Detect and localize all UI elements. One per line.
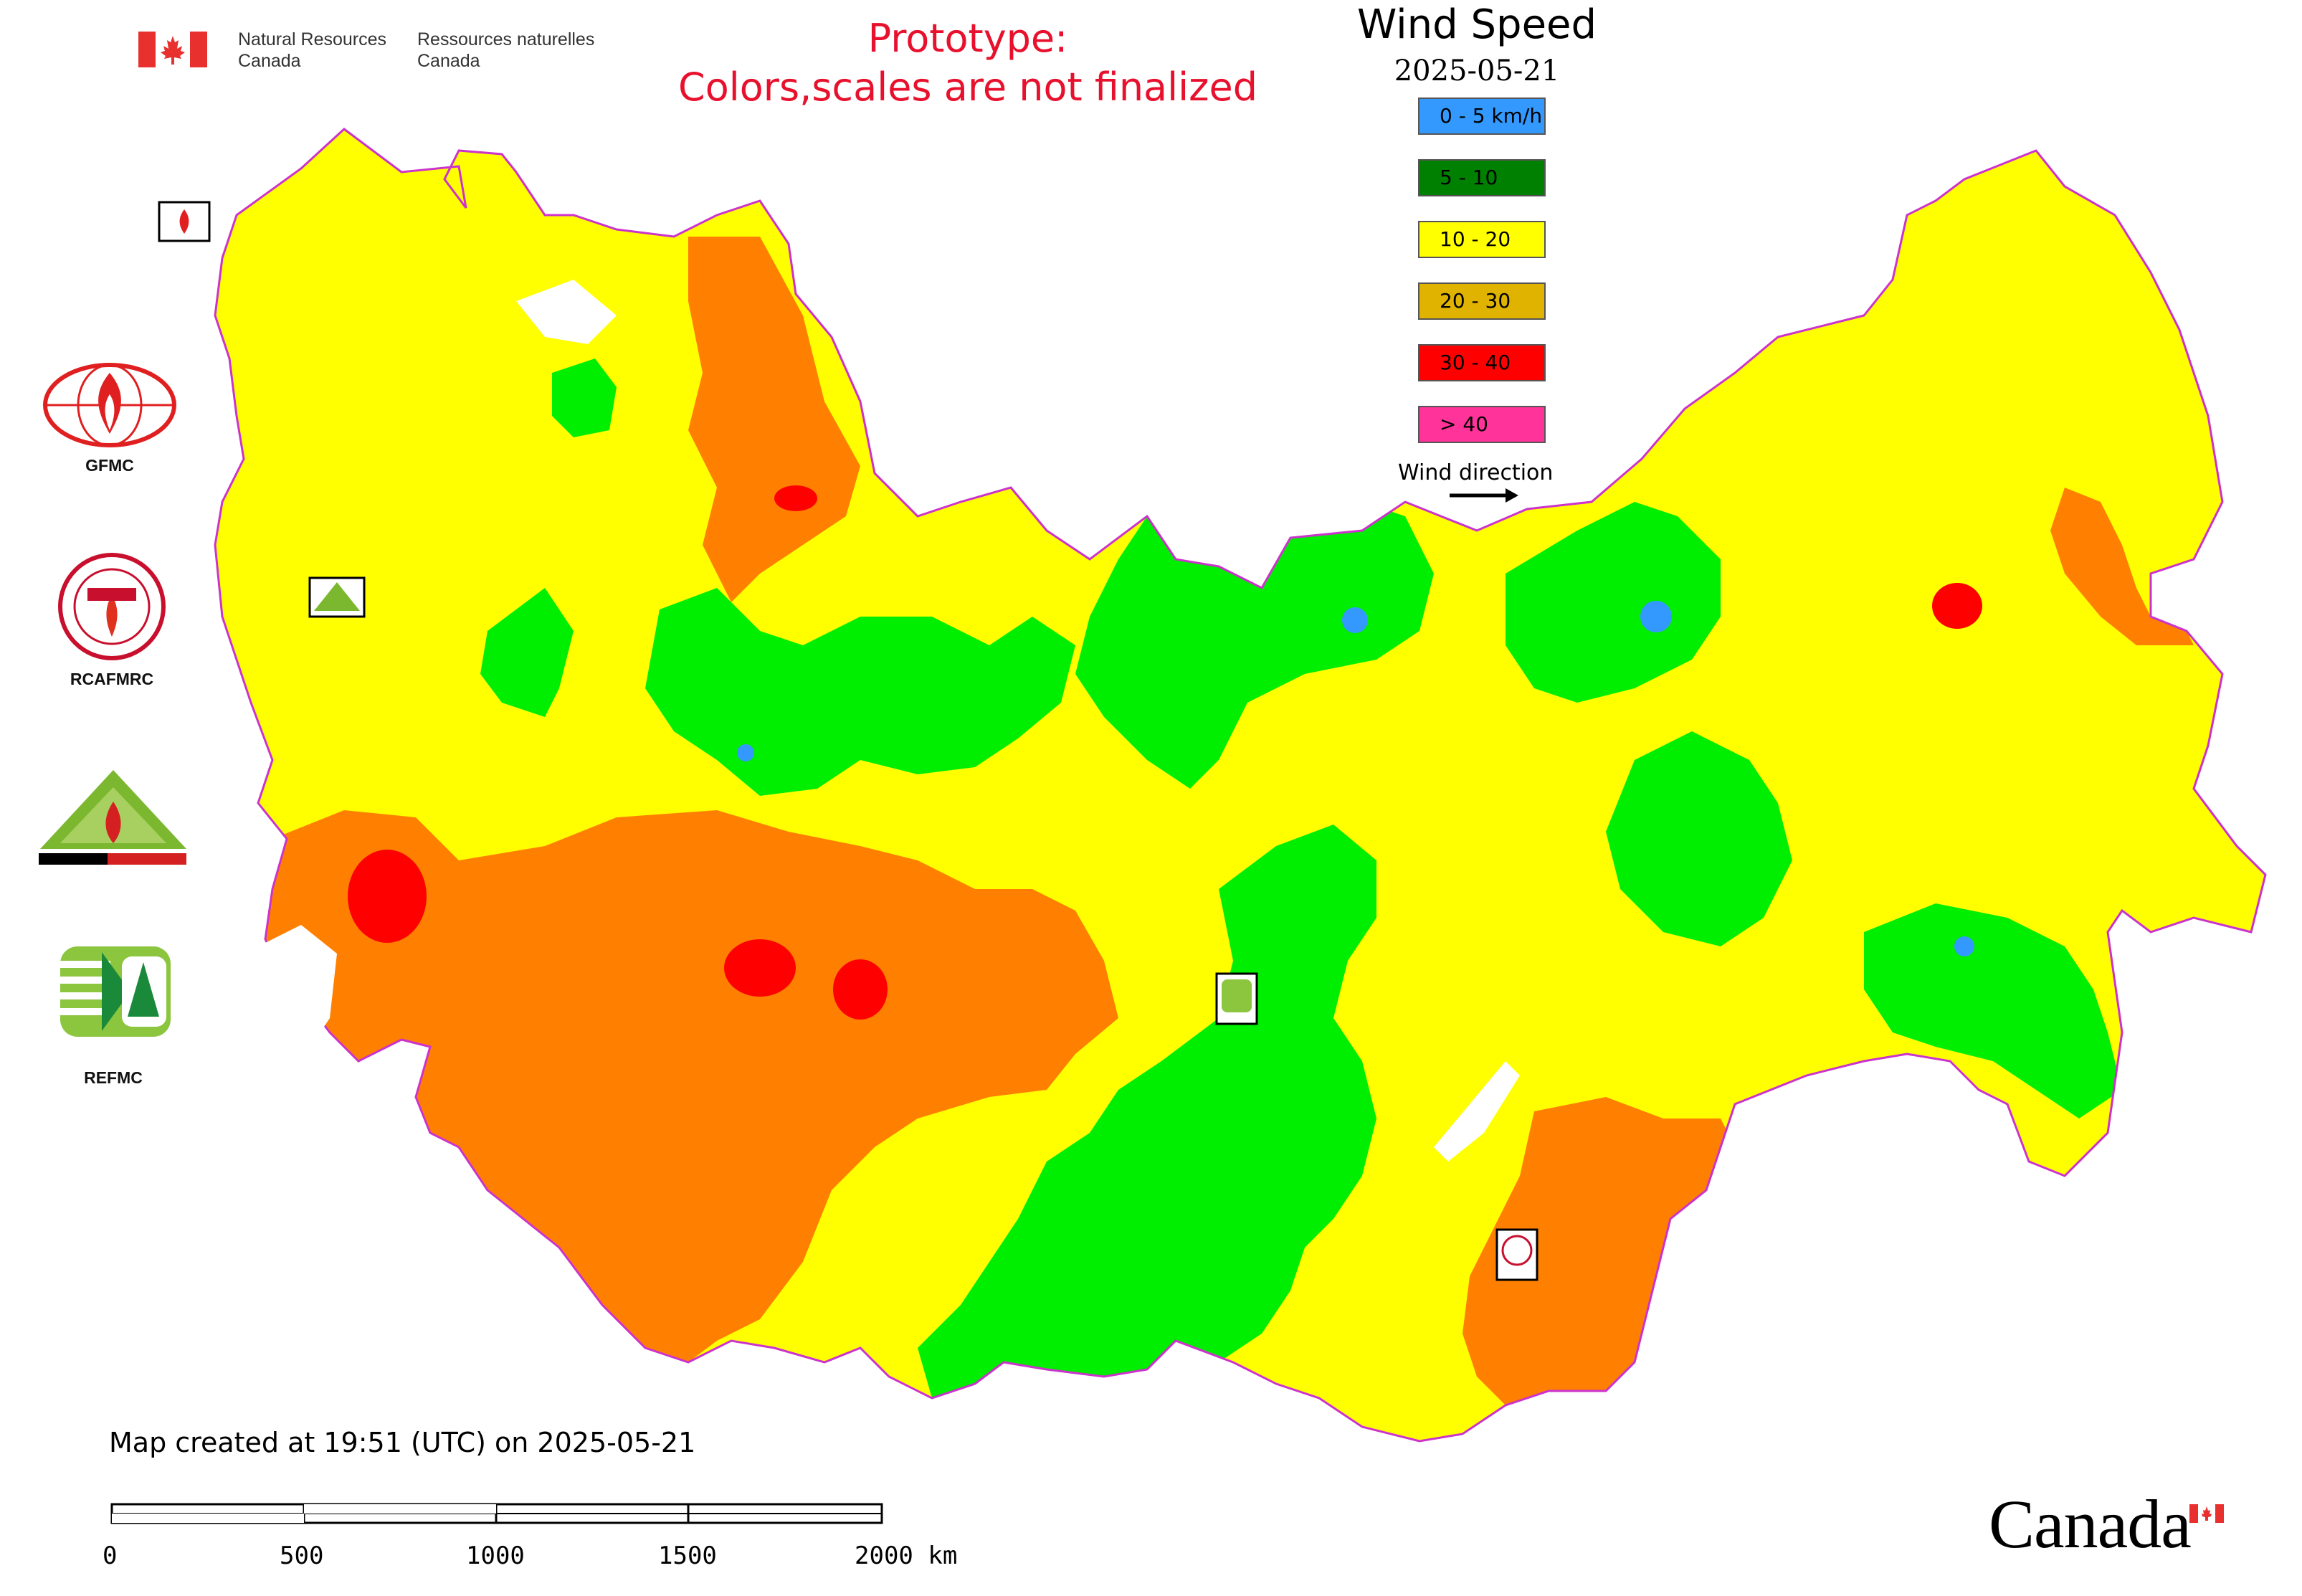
zone-red-volga: [724, 939, 796, 997]
zone-green-west-siberia: [645, 588, 1075, 796]
map-marker-refmc: [1215, 972, 1258, 1025]
zone-red-okhotsk: [1932, 583, 1982, 629]
zone-calm-1: [1342, 607, 1368, 633]
zone-calm-4: [1954, 936, 1974, 956]
zone-orange-southwest: [265, 810, 1118, 1362]
scale-label-1000: 1000: [466, 1542, 525, 1570]
rcafmrc-logo: [57, 552, 166, 661]
scale-label-1500: 1500: [658, 1542, 717, 1570]
map-marker-reefmc: [308, 576, 366, 618]
legend-class-30-40: 30 - 40: [1418, 344, 1546, 381]
map-marker-rcafmrc: [1495, 1228, 1538, 1281]
legend-class-10-20: 10 - 20: [1418, 221, 1546, 258]
wind-direction-arrow-icon: [1450, 488, 1518, 503]
canada-flag-icon: [138, 32, 207, 67]
prototype-notice: Prototype: Colors,scales are not finaliz…: [645, 14, 1290, 112]
zone-green-karelia: [552, 358, 617, 437]
rcafmrc-caption: RCAFMRC: [70, 670, 154, 688]
scale-label-2000km: 2000 km: [855, 1542, 958, 1570]
country-boundary: [214, 128, 2267, 1443]
agency-name-fr: Ressources naturelles Canada: [417, 29, 595, 71]
zone-green-far-east: [1864, 903, 2122, 1118]
wind-direction-label: Wind direction: [1398, 460, 1554, 485]
gfmc-logo: [42, 362, 178, 448]
zone-green-yakutia: [1606, 731, 1792, 946]
lake-baikal: [1434, 1061, 1520, 1162]
zone-calm-3: [737, 744, 754, 761]
zone-green-central-siberia: [918, 825, 1376, 1398]
legend-class-0-5: 0 - 5 km/h: [1418, 98, 1546, 135]
refmc-logo: [59, 945, 172, 1038]
refmc-caption: REFMC: [84, 1068, 143, 1087]
legend-class-over-40: > 40: [1418, 406, 1546, 443]
agency-name-en: Natural Resources Canada: [238, 29, 387, 71]
canada-wordmark: Canada: [1989, 1486, 2192, 1562]
zone-green-central-north: [480, 588, 574, 717]
zone-orange-east-siberia: [1462, 1097, 1735, 1405]
zone-calm-2: [1640, 601, 1672, 632]
map-created-timestamp: Map created at 19:51 (UTC) on 2025-05-21: [109, 1427, 696, 1458]
zone-orange-kamchatka: [2050, 488, 2194, 645]
scale-label-0: 0: [103, 1542, 118, 1570]
zone-orange-kola: [688, 237, 860, 602]
scale-label-500: 500: [280, 1542, 324, 1570]
legend-class-5-10: 5 - 10: [1418, 159, 1546, 196]
reefmc-logo: [37, 769, 189, 869]
prototype-line-1: Prototype:: [867, 16, 1068, 61]
legend-class-20-30: 20 - 30: [1418, 282, 1546, 320]
scale-bar: [110, 1503, 883, 1524]
map-marker-gfmc: [158, 201, 211, 242]
prototype-line-2: Colors,scales are not finalized: [678, 65, 1257, 110]
legend-title: Wind Speed: [1356, 1, 1597, 48]
lake-ladoga-white-sea: [516, 280, 617, 344]
zone-red-caucasus: [348, 850, 427, 943]
caspian-sea: [258, 925, 337, 1061]
zone-green-north-east: [1506, 502, 1721, 703]
zone-red-kola: [774, 485, 817, 511]
gfmc-caption: GFMC: [85, 456, 134, 475]
canada-wordmark-flag-icon: [2189, 1504, 2224, 1523]
zone-red-kazakh: [833, 959, 888, 1020]
zone-green-taymyr: [1075, 502, 1434, 789]
legend-date: 2025-05-21: [1394, 54, 1560, 87]
